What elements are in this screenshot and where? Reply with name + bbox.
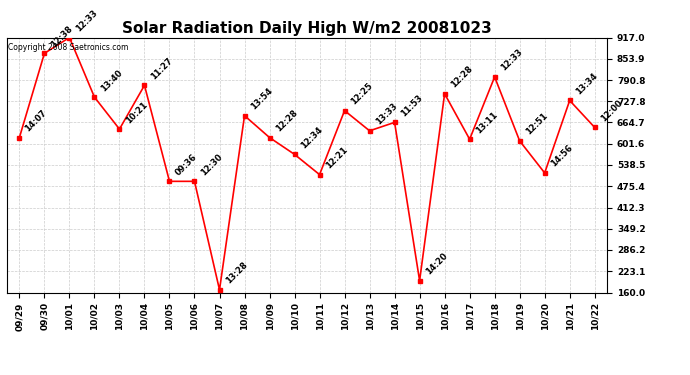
Text: Copyright 2008 Saetronics.com: Copyright 2008 Saetronics.com — [8, 43, 128, 52]
Text: 14:07: 14:07 — [23, 108, 49, 134]
Text: 13:28: 13:28 — [224, 261, 249, 286]
Text: 12:28: 12:28 — [274, 108, 299, 134]
Title: Solar Radiation Daily High W/m2 20081023: Solar Radiation Daily High W/m2 20081023 — [122, 21, 492, 36]
Text: 11:27: 11:27 — [148, 56, 174, 81]
Text: 09:36: 09:36 — [174, 152, 199, 177]
Text: 12:33: 12:33 — [74, 8, 99, 33]
Text: 12:00: 12:00 — [599, 98, 624, 123]
Text: 13:34: 13:34 — [574, 71, 599, 96]
Text: 12:51: 12:51 — [524, 111, 549, 137]
Text: 12:25: 12:25 — [348, 81, 374, 106]
Text: 12:30: 12:30 — [199, 152, 224, 177]
Text: 12:38: 12:38 — [48, 24, 74, 49]
Text: 12:28: 12:28 — [448, 64, 474, 90]
Text: 13:40: 13:40 — [99, 68, 124, 93]
Text: 10:21: 10:21 — [124, 100, 149, 125]
Text: 14:56: 14:56 — [549, 143, 574, 169]
Text: 11:53: 11:53 — [399, 93, 424, 118]
Text: 12:33: 12:33 — [499, 48, 524, 73]
Text: 12:34: 12:34 — [299, 125, 324, 150]
Text: 14:20: 14:20 — [424, 251, 449, 276]
Text: 13:54: 13:54 — [248, 86, 274, 111]
Text: 13:33: 13:33 — [374, 102, 399, 127]
Text: 12:21: 12:21 — [324, 145, 349, 170]
Text: 13:11: 13:11 — [474, 110, 499, 135]
